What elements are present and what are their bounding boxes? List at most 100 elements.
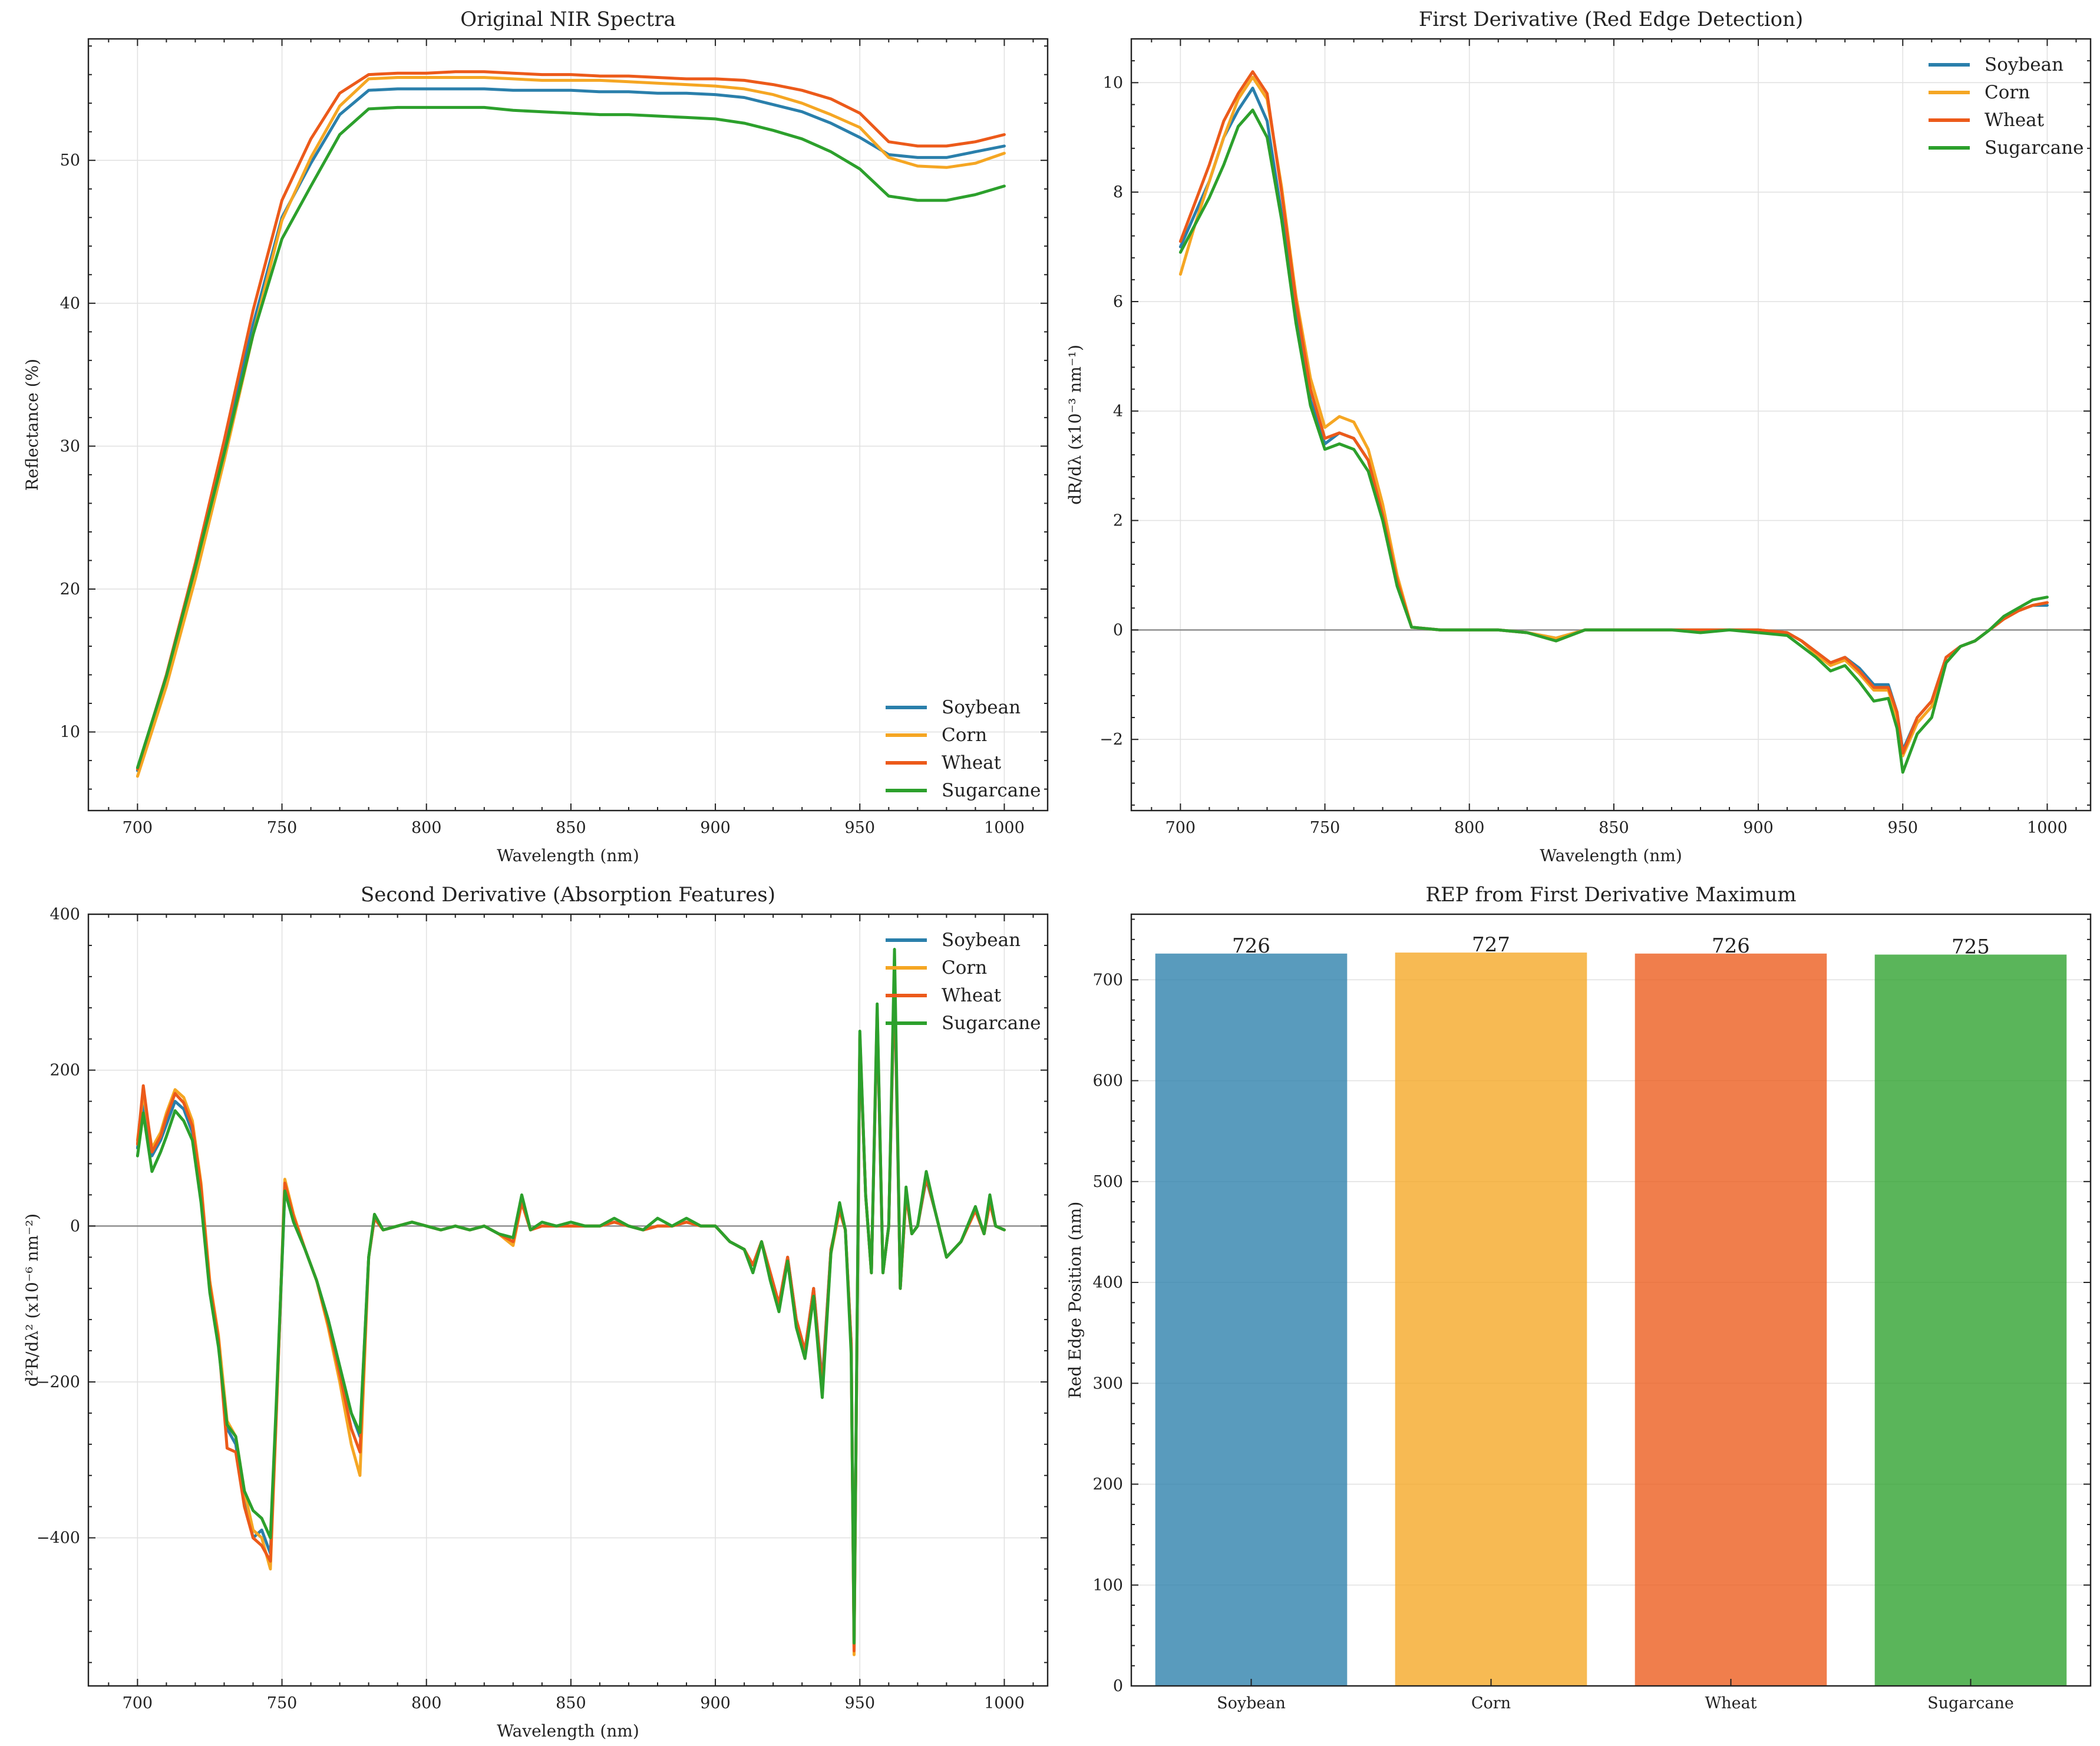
panel-second-derivative: 700 750 800 850 900 950 1000 −400 −200 0 200 400 Sec…	[22, 883, 1049, 1741]
bar-value-label: 726	[1712, 934, 1750, 958]
gridlines	[88, 914, 1048, 1686]
x-tick-label: 900	[700, 819, 731, 837]
y-tick-label: 30	[60, 437, 80, 455]
bar-wheat	[1635, 953, 1827, 1686]
legend-label: Wheat	[1985, 110, 2045, 131]
y-tick-label: 6	[1113, 293, 1123, 311]
y-tick-label: −400	[37, 1529, 80, 1547]
bar-soybean	[1155, 953, 1348, 1686]
legend-label: Soybean	[942, 930, 1021, 951]
x-tick-label: 800	[1454, 819, 1485, 837]
y-tick-label: 100	[1092, 1576, 1123, 1595]
legend-label: Soybean	[942, 697, 1021, 718]
x-tick-label: 700	[1165, 819, 1196, 837]
y-tick-label: 700	[1092, 971, 1123, 989]
series-lines	[136, 948, 1006, 1656]
bar-corn	[1395, 953, 1587, 1686]
x-tick-label: 900	[700, 1694, 731, 1712]
legend-label: Corn	[1985, 82, 2030, 103]
y-tick-label: 20	[60, 580, 80, 598]
bar-value-label: 726	[1232, 934, 1270, 958]
x-tick-label: 850	[556, 1694, 586, 1712]
y-tick-label: 10	[1103, 74, 1123, 92]
x-tick-label: 750	[267, 819, 298, 837]
y-tick-label: 40	[60, 295, 80, 313]
x-tick-label: 800	[411, 819, 442, 837]
x-tick-label: Sugarcane	[1927, 1694, 2014, 1712]
y-axis-label: d²R/dλ² (x10⁻⁶ nm⁻²)	[22, 1213, 42, 1387]
series-line-sugarcane	[1178, 108, 2049, 774]
y-axis-label: Reflectance (%)	[22, 359, 42, 491]
y-tick-label: 0	[70, 1217, 80, 1235]
y-tick-label: 0	[1113, 621, 1123, 639]
x-tick-label: 850	[556, 819, 586, 837]
x-tick-label: Soybean	[1217, 1694, 1286, 1712]
legend: Soybean Corn Wheat Sugarcane	[1929, 54, 2084, 158]
plot-frame	[87, 913, 1049, 1687]
x-tick-label: 1000	[984, 819, 1025, 837]
panel-rep: 726 Soybean 727 Corn 726 Wheat 725 Sugarcane 0 10…	[1065, 883, 2092, 1712]
y-tick-label: −2	[1099, 730, 1123, 749]
panel-reflectance: 700 750 800 850 900 950 1000 10 20 30 40 50 Original…	[22, 8, 1049, 865]
legend-label: Sugarcane	[942, 780, 1041, 801]
y-tick-label: 8	[1113, 183, 1123, 201]
chart-title: Second Derivative (Absorption Features)	[361, 883, 775, 907]
x-tick-label: Wheat	[1705, 1694, 1756, 1712]
legend-label: Corn	[942, 725, 987, 746]
x-tick-label: 1000	[984, 1694, 1025, 1712]
y-tick-label: 400	[1092, 1274, 1123, 1292]
legend: Soybean Corn Wheat Sugarcane	[886, 930, 1041, 1034]
series-line-corn	[136, 76, 1006, 778]
y-tick-label: 2	[1113, 512, 1123, 530]
y-tick-label: 200	[49, 1062, 80, 1080]
series-lines	[136, 70, 1006, 778]
legend-label: Wheat	[942, 752, 1002, 773]
x-tick-label: 900	[1743, 819, 1774, 837]
x-tick-label: 750	[1310, 819, 1340, 837]
legend-label: Soybean	[1985, 54, 2063, 75]
y-axis-label: Red Edge Position (nm)	[1065, 1202, 1085, 1399]
legend-label: Sugarcane	[1985, 137, 2084, 158]
chart-title: REP from First Derivative Maximum	[1425, 883, 1796, 907]
bar-value-label: 727	[1472, 933, 1510, 957]
x-axis-label: Wavelength (nm)	[497, 846, 639, 865]
series-line-wheat	[136, 70, 1006, 771]
x-tick-label: 950	[844, 1694, 875, 1712]
bar-value-label: 725	[1952, 935, 1990, 958]
series-line-sugarcane	[136, 948, 1006, 1645]
legend: Soybean Corn Wheat Sugarcane	[886, 697, 1041, 801]
y-tick-label: 10	[60, 723, 80, 742]
plot-frame	[87, 38, 1049, 812]
y-tick-label: 500	[1092, 1173, 1123, 1191]
series-lines	[1178, 70, 2049, 774]
legend-label: Sugarcane	[942, 1013, 1041, 1034]
bar-sugarcane	[1874, 954, 2067, 1686]
x-tick-label: 700	[123, 1694, 153, 1712]
chart-title: First Derivative (Red Edge Detection)	[1419, 8, 1804, 31]
y-tick-label: −200	[37, 1373, 80, 1391]
legend-label: Corn	[942, 957, 987, 978]
panel-first-derivative: 700 750 800 850 900 950 1000 −2 0 2 4 6 8 10 First Der…	[1065, 8, 2092, 865]
y-tick-label: 0	[1113, 1677, 1123, 1695]
chart-title: Original NIR Spectra	[460, 8, 675, 31]
plot-frame	[1130, 38, 2092, 812]
x-axis-label: Wavelength (nm)	[1540, 846, 1682, 865]
x-tick-label: 1000	[2027, 819, 2068, 837]
x-tick-label: 950	[1887, 819, 1918, 837]
x-tick-label: 750	[267, 1694, 298, 1712]
x-tick-label: 800	[411, 1694, 442, 1712]
y-axis-label: dR/dλ (x10⁻³ nm⁻¹)	[1065, 345, 1085, 505]
y-tick-label: 200	[1092, 1476, 1123, 1494]
x-tick-label: 950	[844, 819, 875, 837]
legend-label: Wheat	[942, 985, 1002, 1006]
y-tick-label: 300	[1092, 1374, 1123, 1393]
plot-frame	[1130, 913, 2092, 1687]
x-tick-label: 850	[1599, 819, 1629, 837]
y-tick-label: 50	[60, 151, 80, 170]
y-tick-label: 4	[1113, 402, 1123, 421]
y-tick-label: 600	[1092, 1072, 1123, 1090]
x-tick-label: 700	[123, 819, 153, 837]
series-line-sugarcane	[136, 105, 1006, 769]
x-tick-label: Corn	[1471, 1694, 1511, 1712]
